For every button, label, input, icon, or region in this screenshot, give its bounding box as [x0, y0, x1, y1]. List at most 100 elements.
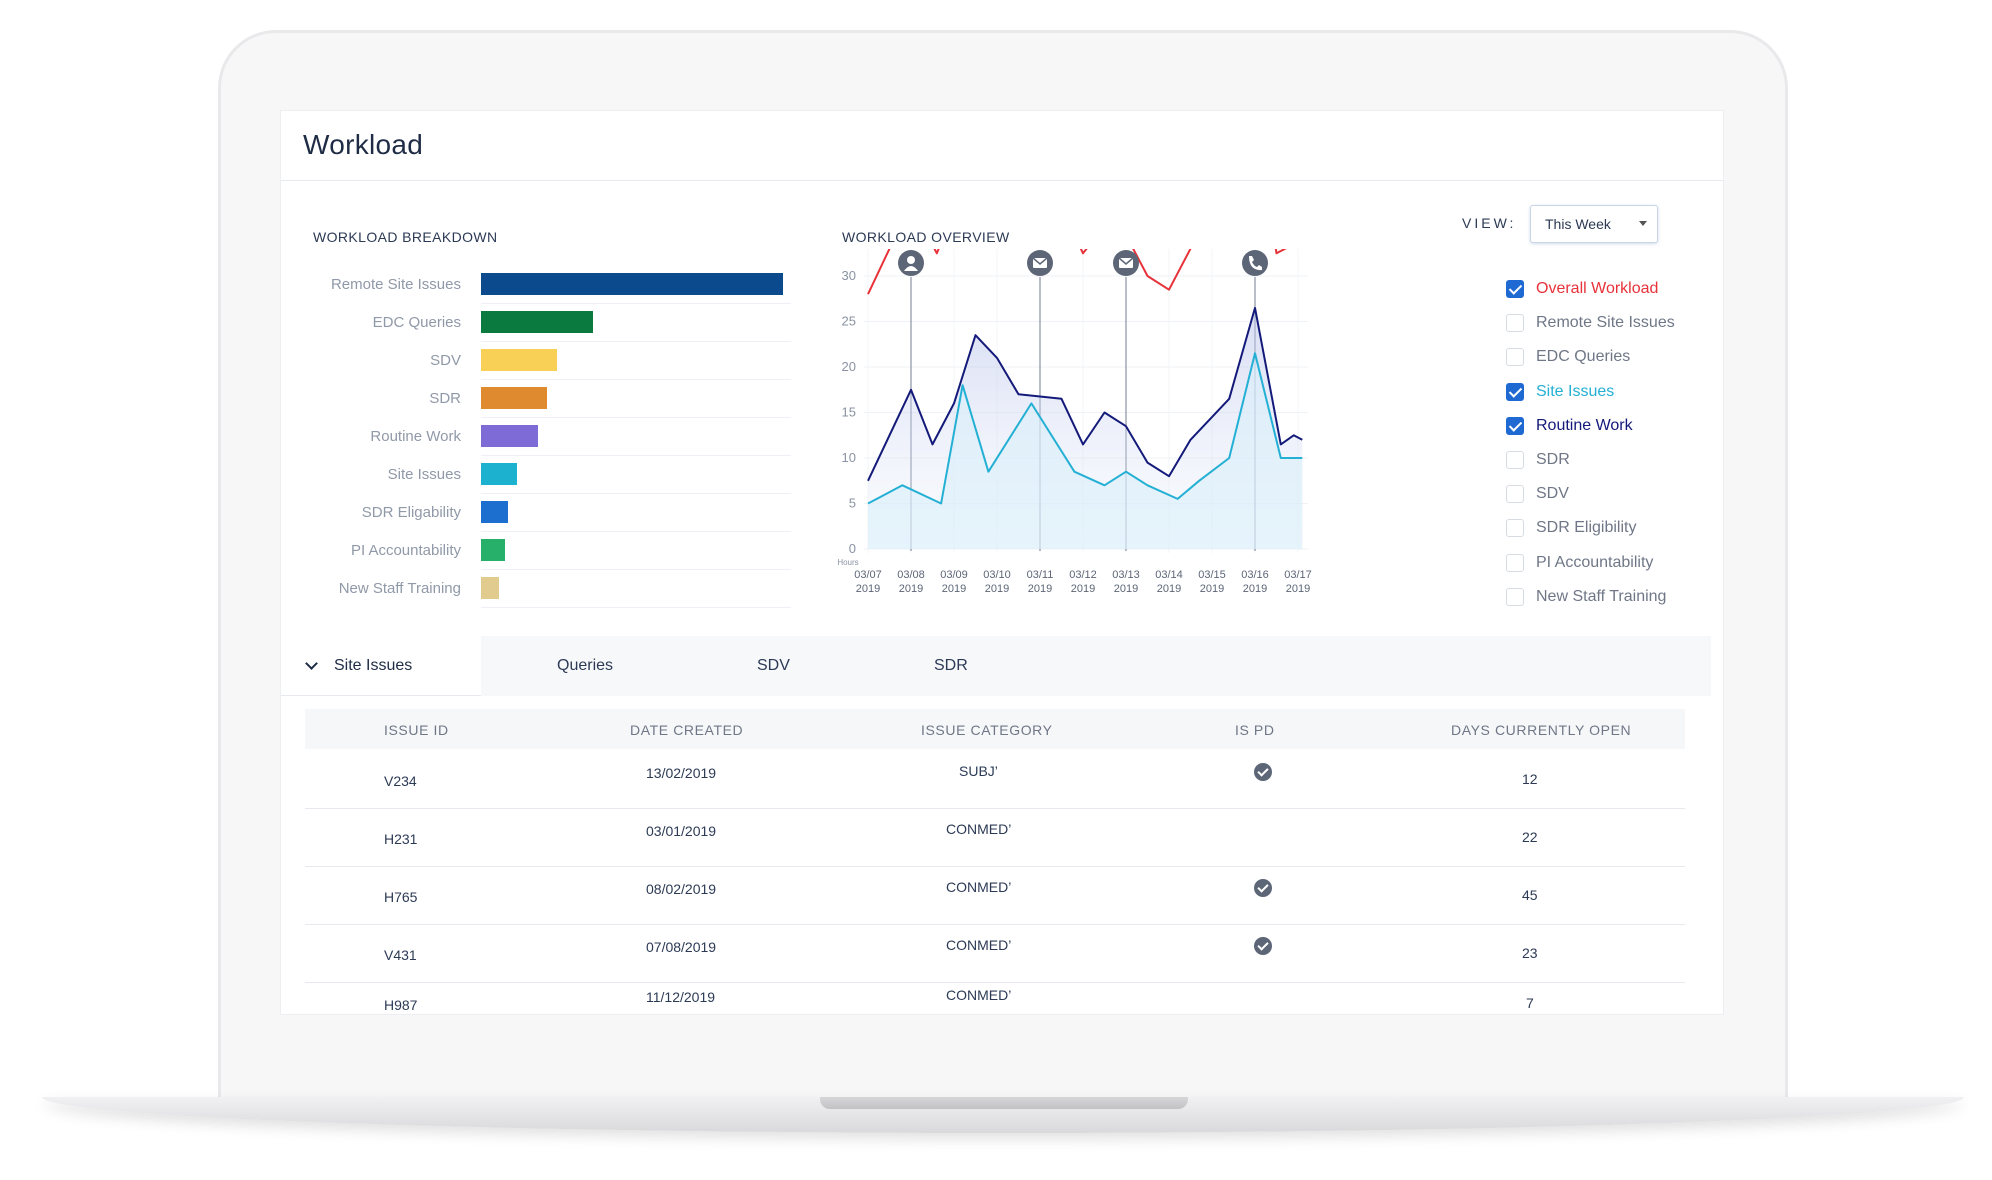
- check-circle-icon: [1254, 879, 1272, 897]
- legend-checkbox[interactable]: [1506, 348, 1524, 367]
- issue-tabs: Site Issues Queries SDV SDR: [281, 636, 1711, 696]
- breakdown-gridline: [481, 303, 791, 304]
- breakdown-gridline: [481, 417, 791, 418]
- legend-item[interactable]: Remote Site Issues: [1506, 311, 1675, 335]
- breakdown-label: Site Issues: [387, 466, 461, 483]
- breakdown-bar: [481, 463, 518, 485]
- x-tick-year: 2019: [985, 583, 1009, 594]
- x-tick-year: 2019: [1157, 583, 1181, 594]
- x-tick-label: 03/14: [1155, 569, 1183, 581]
- legend-item[interactable]: New Staff Training: [1506, 585, 1666, 609]
- legend-checkbox[interactable]: [1506, 451, 1524, 469]
- legend-label: SDR Eligibility: [1536, 519, 1637, 537]
- cell-issue-id: H231: [384, 831, 418, 847]
- breakdown-title: WORKLOAD BREAKDOWN: [313, 229, 498, 245]
- breakdown-gridline: [481, 607, 791, 608]
- legend-checkbox[interactable]: [1506, 280, 1524, 298]
- legend-checkbox[interactable]: [1506, 416, 1524, 435]
- legend-label: Overall Workload: [1536, 280, 1659, 297]
- legend-checkbox[interactable]: [1506, 485, 1524, 504]
- x-tick-year: 2019: [856, 583, 880, 594]
- legend-item[interactable]: Overall Workload: [1506, 277, 1658, 301]
- x-tick-label: 03/10: [983, 569, 1011, 581]
- tab-sdr[interactable]: SDR: [934, 657, 968, 674]
- mail-icon-flap: [1118, 257, 1134, 265]
- x-tick-year: 2019: [1286, 583, 1310, 594]
- check-circle-icon: [1254, 937, 1272, 955]
- y-tick-label: 0: [849, 541, 856, 556]
- legend-item[interactable]: EDC Queries: [1506, 345, 1630, 369]
- x-tick-year: 2019: [1071, 583, 1095, 594]
- legend-checkbox[interactable]: [1506, 587, 1524, 606]
- check-circle-icon: [1254, 763, 1272, 781]
- y-tick-label: 10: [842, 450, 856, 465]
- overview-title: WORKLOAD OVERVIEW: [842, 229, 1010, 245]
- overview-chart: 05101520253035404570Hours03/07201903/082…: [837, 249, 1312, 594]
- breakdown-label: SDR Eligability: [361, 504, 461, 521]
- legend-checkbox[interactable]: [1506, 314, 1524, 333]
- x-tick-label: 03/11: [1027, 569, 1054, 581]
- x-tick-year: 2019: [1114, 583, 1138, 594]
- table-row[interactable]: H987 11/12/2019 CONMED’ 7: [305, 983, 1685, 1014]
- cell-date-created: 07/08/2019: [646, 939, 717, 955]
- x-tick-label: 03/07: [854, 569, 882, 581]
- tab-site-issues[interactable]: Site Issues: [281, 636, 481, 696]
- cell-date-created: 13/02/2019: [646, 765, 717, 781]
- x-tick-label: 03/17: [1284, 569, 1312, 581]
- breakdown-bar: [481, 425, 539, 447]
- user-icon-head: [907, 256, 915, 264]
- table-row[interactable]: V431 07/08/2019 CONMED’ 23: [305, 925, 1685, 983]
- x-tick-year: 2019: [1028, 583, 1052, 594]
- legend-item[interactable]: SDR Eligibility: [1506, 516, 1636, 540]
- workload-screen: Workload WORKLOAD BREAKDOWN Remote Site …: [280, 110, 1724, 1015]
- tab-queries[interactable]: Queries: [557, 657, 614, 674]
- cell-days-open: 23: [1522, 945, 1538, 961]
- breakdown-gridline: [481, 379, 791, 380]
- y-tick-label: 30: [842, 268, 856, 283]
- legend-checkbox[interactable]: [1506, 553, 1524, 572]
- legend-checkbox[interactable]: [1506, 382, 1524, 401]
- legend-label: SDR: [1536, 451, 1570, 468]
- x-tick-year: 2019: [942, 583, 966, 594]
- series-line: [867, 249, 1287, 295]
- legend-item[interactable]: Routine Work: [1506, 414, 1633, 438]
- legend-checkbox[interactable]: [1506, 519, 1524, 538]
- phone-icon: [1242, 250, 1268, 276]
- table-row[interactable]: V234 13/02/2019 SUBJ’ 12: [305, 751, 1685, 809]
- col-issue-category: ISSUE CATEGORY: [921, 722, 1053, 738]
- site-issues-area: [868, 353, 1303, 549]
- page-header: Workload: [281, 111, 1723, 181]
- cell-issue-id: V234: [384, 773, 417, 789]
- table-row[interactable]: H231 03/01/2019 CONMED’ 22: [305, 809, 1685, 867]
- view-select[interactable]: This Week: [1530, 205, 1658, 243]
- cell-issue-id: V431: [384, 947, 417, 963]
- cell-issue-category: SUBJ’: [959, 763, 998, 779]
- x-tick-label: 03/15: [1198, 569, 1226, 581]
- breakdown-gridline: [481, 531, 791, 532]
- y-tick-label: 15: [842, 405, 856, 420]
- chevron-down-icon: [305, 657, 318, 670]
- breakdown-bar: [481, 539, 506, 561]
- series-line: [867, 352, 1303, 505]
- col-issue-id: ISSUE ID: [384, 722, 449, 738]
- breakdown-bar: [481, 577, 500, 599]
- tab-sdv[interactable]: SDV: [757, 657, 790, 674]
- cell-date-created: 08/02/2019: [646, 881, 717, 897]
- breakdown-gridline: [481, 569, 791, 570]
- cell-days-open: 12: [1522, 771, 1538, 787]
- series-line: [867, 306, 1303, 482]
- user-icon-body: [904, 266, 918, 271]
- table-row[interactable]: H765 08/02/2019 CONMED’ 45: [305, 867, 1685, 925]
- legend-item[interactable]: PI Accountability: [1506, 551, 1653, 575]
- y-tick-label: 20: [842, 359, 856, 374]
- tab-strip: [481, 636, 1711, 696]
- legend-label: New Staff Training: [1536, 587, 1667, 605]
- page-title: Workload: [303, 129, 424, 160]
- breakdown-label: Routine Work: [370, 428, 461, 445]
- mail-icon-flap: [1032, 257, 1048, 265]
- legend-item[interactable]: SDR: [1506, 448, 1570, 472]
- legend-item[interactable]: Site Issues: [1506, 380, 1614, 404]
- y-unit-label: Hours: [837, 558, 858, 567]
- legend-item[interactable]: SDV: [1506, 482, 1569, 506]
- x-tick-label: 03/13: [1112, 569, 1140, 581]
